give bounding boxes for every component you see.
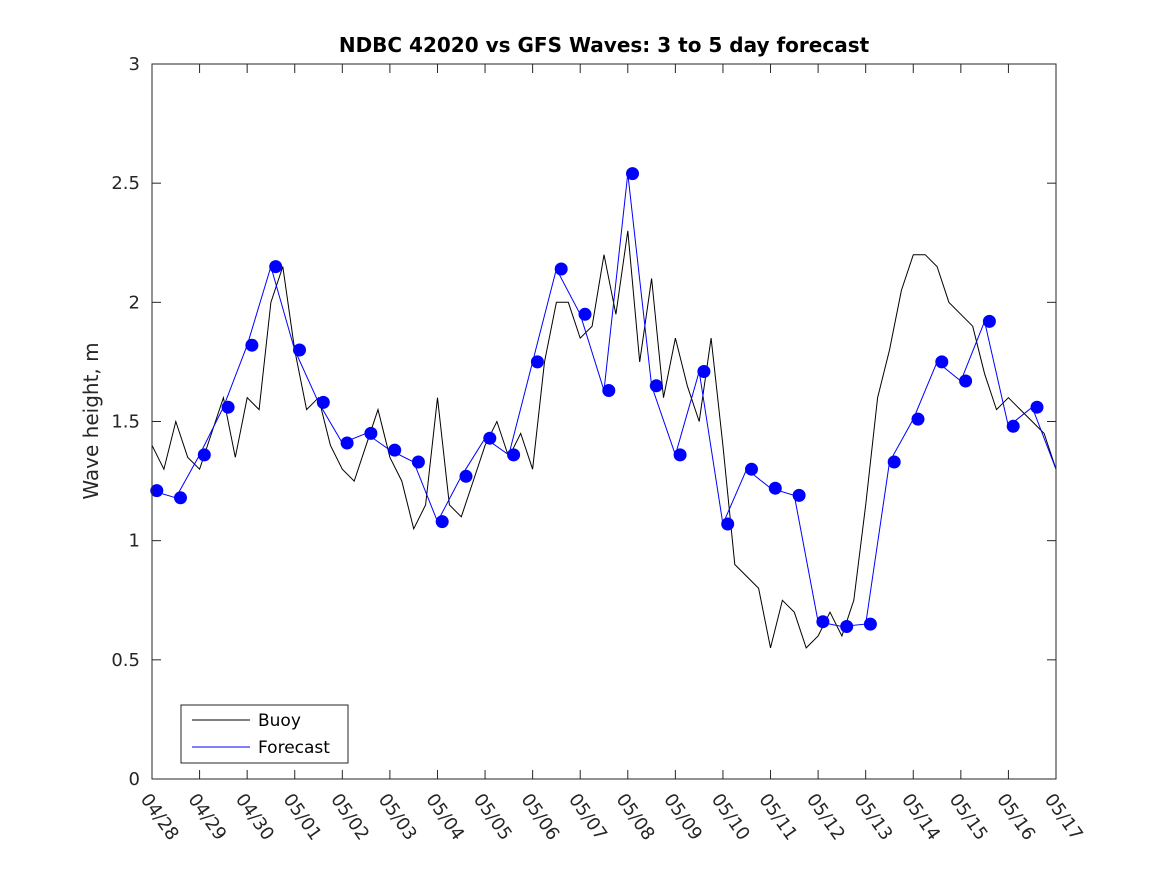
forecast-marker <box>269 260 283 274</box>
forecast-marker <box>483 431 497 445</box>
forecast-marker <box>959 374 973 388</box>
forecast-marker <box>1030 400 1044 414</box>
y-tick-label: 1 <box>129 531 140 552</box>
y-tick-label: 0.5 <box>111 650 140 671</box>
forecast-marker <box>697 365 711 378</box>
legend-box <box>180 704 349 764</box>
forecast-marker <box>626 167 639 181</box>
forecast-marker <box>364 426 378 440</box>
forecast-marker <box>578 307 592 321</box>
forecast-marker <box>197 448 211 462</box>
forecast-marker <box>935 355 949 369</box>
forecast-marker <box>982 314 996 328</box>
forecast-marker <box>816 615 830 629</box>
forecast-marker <box>721 517 735 531</box>
forecast-marker <box>840 620 854 633</box>
y-tick-label: 2.5 <box>111 173 140 194</box>
forecast-marker <box>745 462 758 476</box>
forecast-marker <box>602 384 616 397</box>
forecast-marker <box>649 379 663 393</box>
forecast-marker <box>673 448 687 462</box>
forecast-marker <box>887 455 901 469</box>
forecast-marker <box>554 262 568 276</box>
forecast-marker <box>150 484 164 498</box>
legend-buoy-label: Buoy <box>258 711 301 731</box>
forecast-marker <box>435 515 449 529</box>
forecast-marker <box>792 488 806 502</box>
forecast-marker <box>768 481 782 495</box>
chart-title: NDBC 42020 vs GFS Waves: 3 to 5 day fore… <box>339 33 870 57</box>
series-line-buoy <box>151 230 1057 649</box>
forecast-marker <box>1006 419 1020 433</box>
forecast-marker <box>340 436 354 450</box>
forecast-marker <box>245 338 259 352</box>
forecast-marker <box>411 455 425 469</box>
y-tick-label: 1.5 <box>111 412 140 433</box>
forecast-marker <box>863 617 877 631</box>
forecast-marker <box>174 491 187 505</box>
forecast-marker <box>911 412 925 426</box>
forecast-marker <box>293 343 306 357</box>
forecast-marker <box>316 395 330 409</box>
forecast-marker <box>221 400 235 414</box>
y-tick-label: 3 <box>129 54 140 75</box>
y-tick-label: 2 <box>129 292 140 313</box>
forecast-marker <box>388 443 402 457</box>
y-axis-label: Wave height, m <box>79 342 103 499</box>
legend-forecast-label: Forecast <box>258 738 330 758</box>
forecast-marker <box>459 469 473 483</box>
forecast-marker <box>530 355 544 369</box>
y-tick-label: 0 <box>129 769 140 790</box>
forecast-marker <box>507 448 521 462</box>
legend: Buoy Forecast <box>180 704 349 764</box>
